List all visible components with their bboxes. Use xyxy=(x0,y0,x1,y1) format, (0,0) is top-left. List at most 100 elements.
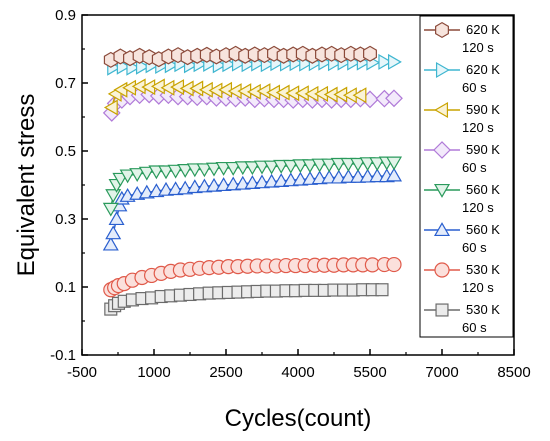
data-point xyxy=(340,157,357,172)
data-point xyxy=(244,161,261,176)
legend-marker xyxy=(434,101,449,119)
legend-item: 560 K 60 s xyxy=(424,222,500,255)
legend-label-line2: 120 s xyxy=(462,200,494,215)
legend-marker xyxy=(433,183,451,198)
y-tick-label: 0.5 xyxy=(55,143,76,160)
x-tick-label: 5500 xyxy=(353,364,386,381)
data-point xyxy=(205,162,223,177)
data-point xyxy=(352,87,367,104)
data-point xyxy=(177,164,194,178)
data-point xyxy=(311,158,328,173)
data-point xyxy=(215,161,232,176)
legend-item: 560 K 120 s xyxy=(424,182,500,215)
data-point xyxy=(375,283,389,297)
x-tick-label: 2500 xyxy=(209,364,242,381)
data-point xyxy=(363,45,377,62)
legend-label-line1: 530 K xyxy=(466,262,500,277)
data-point xyxy=(301,159,319,174)
legend-item: 590 K 120 s xyxy=(424,101,500,135)
data-point xyxy=(186,163,203,178)
y-tick-label: 0.7 xyxy=(55,75,76,92)
data-point xyxy=(330,157,347,172)
data-point xyxy=(102,202,119,217)
data-point xyxy=(119,169,136,184)
legend-label-line1: 560 K xyxy=(466,182,500,197)
legend-label-line2: 120 s xyxy=(462,120,494,135)
legend-item: 590 K 60 s xyxy=(424,141,500,175)
data-point xyxy=(340,168,357,183)
x-tick-label: 7000 xyxy=(425,364,458,381)
legend-label-line2: 60 s xyxy=(462,240,487,255)
y-tick-label: 0.3 xyxy=(55,211,76,228)
data-point xyxy=(321,169,338,184)
series-layer xyxy=(102,45,403,316)
legend-label-line2: 60 s xyxy=(462,80,487,95)
legend-marker xyxy=(433,222,451,237)
legend-label-line2: 120 s xyxy=(462,40,494,55)
legend-marker xyxy=(435,61,450,79)
data-point xyxy=(282,159,299,174)
legend-label-line1: 620 K xyxy=(466,22,500,37)
y-tick-label: -0.1 xyxy=(50,347,76,364)
data-point xyxy=(263,160,280,175)
legend-marker xyxy=(434,262,450,278)
data-point xyxy=(105,225,122,240)
data-point xyxy=(138,166,155,181)
legend-item: 620 K 120 s xyxy=(424,21,500,55)
series-square xyxy=(104,283,389,316)
legend-item: 530 K 120 s xyxy=(424,262,500,295)
legend-marker xyxy=(435,303,449,317)
data-point xyxy=(102,236,119,251)
data-point xyxy=(378,53,393,70)
legend-label-line1: 530 K xyxy=(466,302,500,317)
x-tick-label: 8500 xyxy=(497,364,530,381)
legend-label-line1: 560 K xyxy=(466,222,500,237)
series-circle xyxy=(103,256,402,298)
data-point xyxy=(234,161,251,176)
data-point xyxy=(385,167,403,182)
data-point xyxy=(157,165,175,180)
y-tick-label: 0.9 xyxy=(55,7,76,24)
data-point xyxy=(129,168,146,182)
data-point xyxy=(273,159,290,174)
legend-marker xyxy=(433,141,451,159)
data-point xyxy=(386,256,402,273)
data-point xyxy=(292,159,309,174)
data-point xyxy=(108,211,125,226)
legend-label-line2: 60 s xyxy=(462,160,487,175)
data-point xyxy=(105,189,122,204)
x-tick-label: 4000 xyxy=(281,364,314,381)
series-triangle-up xyxy=(102,167,403,251)
data-point xyxy=(196,163,213,178)
x-tick-label: -500 xyxy=(67,364,97,381)
series-hexagon xyxy=(103,45,377,68)
legend-label-line1: 590 K xyxy=(466,102,500,117)
legend-item: 620 K 60 s xyxy=(424,61,500,95)
data-point xyxy=(385,156,403,171)
data-point xyxy=(385,89,403,108)
data-point xyxy=(349,157,367,172)
data-point xyxy=(148,165,165,180)
legend-label-line1: 620 K xyxy=(466,62,500,77)
data-point xyxy=(387,53,402,70)
x-tick-label: 1000 xyxy=(137,364,170,381)
data-point xyxy=(369,168,386,183)
legend-label-line1: 590 K xyxy=(466,142,500,157)
legend-label-line2: 60 s xyxy=(462,320,487,335)
data-point xyxy=(167,164,184,179)
data-point xyxy=(369,157,386,172)
legend-label-line2: 120 s xyxy=(462,280,494,295)
x-axis-title: Cycles(count) xyxy=(225,405,372,432)
data-point xyxy=(321,158,338,173)
data-point xyxy=(359,157,376,172)
series-triangle-left xyxy=(103,78,367,116)
data-point xyxy=(103,99,118,116)
axis-ticks: -500 1000 2500 4000 5500 7000 8500 -0.1 0.1 0.3 0.… xyxy=(50,7,531,381)
data-point xyxy=(225,161,242,176)
series-triangle-down xyxy=(102,156,403,217)
data-point xyxy=(253,160,271,175)
legend-marker xyxy=(435,21,449,39)
y-tick-label: 0.1 xyxy=(55,279,76,296)
